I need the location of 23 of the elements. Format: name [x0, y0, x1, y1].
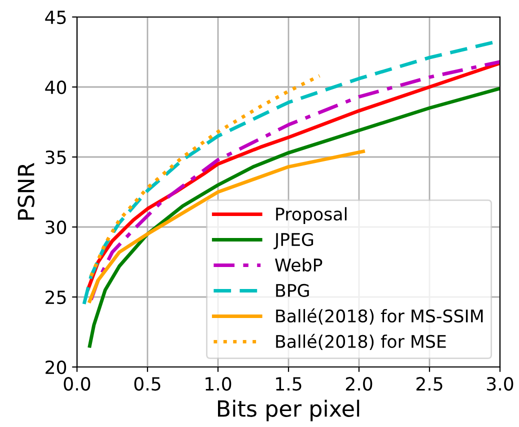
x-tick-label: 2.5	[416, 377, 442, 391]
line-series	[88, 150, 365, 303]
line-series	[88, 86, 500, 348]
x-tick-label: 1.0	[206, 377, 232, 391]
x-tick-label: 0.0	[64, 377, 90, 391]
x-tick-label: 0.5	[134, 377, 160, 391]
y-tick-label: 20	[46, 360, 66, 374]
legend-label: JPEG	[274, 232, 314, 250]
y-tick-label: 35	[46, 150, 66, 164]
y-tick-label: 45	[45, 10, 66, 24]
legend-label: WebP	[275, 258, 322, 272]
x-tick-label: 3.0	[487, 377, 514, 391]
legend-label: Proposal	[276, 207, 347, 224]
x-tick-label: 1.5	[276, 377, 302, 391]
y-axis-title: PSNR	[18, 162, 34, 220]
x-tick-label: 2.0	[346, 377, 372, 391]
legend-label: BPG	[276, 284, 309, 298]
y-tick-label: 25	[46, 290, 66, 304]
y-tick-label: 30	[46, 220, 66, 234]
legend-label: Ballé(2018) for MSE	[276, 334, 446, 350]
y-tick-label: 40	[45, 80, 66, 94]
x-axis-title: Bits per pixel	[218, 400, 360, 422]
legend-label: Ballé(2018) for MS-SSIM	[276, 308, 483, 325]
